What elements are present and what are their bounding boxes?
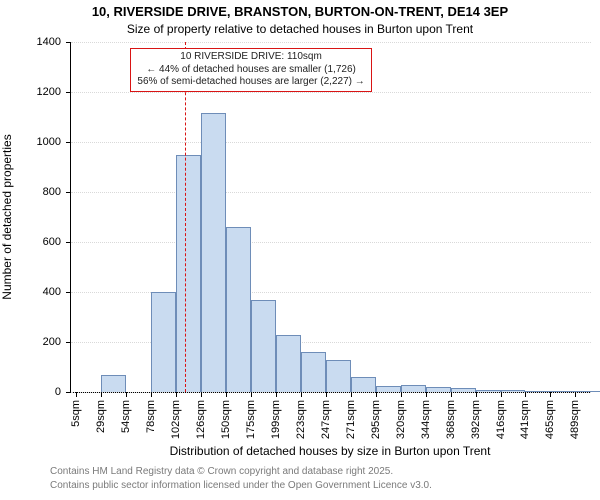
xtick-label: 199sqm bbox=[270, 400, 282, 439]
xtick-mark bbox=[126, 392, 127, 397]
gridline-h bbox=[71, 142, 591, 143]
histogram-bar bbox=[525, 391, 550, 392]
gridline-h bbox=[71, 342, 591, 343]
histogram-bar bbox=[451, 388, 476, 392]
annotation-line-3: 56% of semi-detached houses are larger (… bbox=[137, 76, 364, 89]
chart-subtitle: Size of property relative to detached ho… bbox=[0, 22, 600, 36]
xtick-mark bbox=[476, 392, 477, 397]
xtick-label: 416sqm bbox=[495, 400, 507, 439]
ytick-label: 600 bbox=[43, 236, 71, 248]
annotation-line-2: ← 44% of detached houses are smaller (1,… bbox=[137, 64, 364, 77]
histogram-bar bbox=[151, 292, 176, 392]
histogram-bar bbox=[376, 386, 401, 392]
chart-title: 10, RIVERSIDE DRIVE, BRANSTON, BURTON-ON… bbox=[0, 4, 600, 19]
histogram-bar bbox=[176, 155, 201, 393]
ytick-label: 800 bbox=[43, 186, 71, 198]
histogram-bar bbox=[301, 352, 326, 392]
gridline-h bbox=[71, 192, 591, 193]
xtick-label: 78sqm bbox=[145, 400, 157, 433]
histogram-bar bbox=[550, 391, 575, 392]
xtick-mark bbox=[76, 392, 77, 397]
ytick-label: 200 bbox=[43, 336, 71, 348]
xtick-mark bbox=[575, 392, 576, 397]
xtick-mark bbox=[525, 392, 526, 397]
histogram-bar bbox=[226, 227, 251, 392]
histogram-bar bbox=[276, 335, 301, 393]
histogram-bar bbox=[575, 391, 600, 392]
y-axis-label: Number of detached properties bbox=[0, 134, 14, 299]
footer-line-1: Contains HM Land Registry data © Crown c… bbox=[50, 466, 393, 477]
footer-line-2: Contains public sector information licen… bbox=[50, 480, 432, 491]
xtick-label: 102sqm bbox=[170, 400, 182, 439]
xtick-label: 175sqm bbox=[245, 400, 257, 439]
xtick-mark bbox=[351, 392, 352, 397]
xtick-mark bbox=[101, 392, 102, 397]
xtick-label: 295sqm bbox=[370, 400, 382, 439]
histogram-bar bbox=[201, 113, 226, 392]
histogram-bar bbox=[351, 377, 376, 392]
xtick-label: 223sqm bbox=[295, 400, 307, 439]
gridline-h bbox=[71, 92, 591, 93]
xtick-mark bbox=[251, 392, 252, 397]
xtick-mark bbox=[276, 392, 277, 397]
xtick-mark bbox=[501, 392, 502, 397]
xtick-mark bbox=[301, 392, 302, 397]
xtick-mark bbox=[226, 392, 227, 397]
gridline-h bbox=[71, 242, 591, 243]
xtick-mark bbox=[201, 392, 202, 397]
annotation-box: 10 RIVERSIDE DRIVE: 110sqm← 44% of detac… bbox=[130, 48, 371, 92]
ytick-label: 1000 bbox=[37, 136, 71, 148]
xtick-label: 126sqm bbox=[195, 400, 207, 439]
xtick-mark bbox=[550, 392, 551, 397]
histogram-bar bbox=[251, 300, 276, 393]
gridline-h bbox=[71, 292, 591, 293]
xtick-mark bbox=[176, 392, 177, 397]
xtick-label: 392sqm bbox=[470, 400, 482, 439]
xtick-label: 465sqm bbox=[544, 400, 556, 439]
histogram-bar bbox=[426, 387, 451, 392]
x-axis-label: Distribution of detached houses by size … bbox=[70, 444, 590, 458]
gridline-h bbox=[71, 42, 591, 43]
ytick-label: 0 bbox=[55, 386, 71, 398]
histogram-bar bbox=[476, 390, 501, 393]
xtick-label: 5sqm bbox=[70, 400, 82, 427]
histogram-bar bbox=[401, 385, 426, 393]
xtick-label: 271sqm bbox=[345, 400, 357, 439]
xtick-mark bbox=[326, 392, 327, 397]
xtick-mark bbox=[151, 392, 152, 397]
xtick-label: 247sqm bbox=[320, 400, 332, 439]
plot-area: 02004006008001000120014005sqm29sqm54sqm7… bbox=[70, 42, 591, 393]
histogram-bar bbox=[326, 360, 351, 393]
xtick-mark bbox=[426, 392, 427, 397]
annotation-line-1: 10 RIVERSIDE DRIVE: 110sqm bbox=[137, 51, 364, 64]
ytick-label: 1200 bbox=[37, 86, 71, 98]
xtick-label: 150sqm bbox=[220, 400, 232, 439]
xtick-label: 489sqm bbox=[569, 400, 581, 439]
reference-line bbox=[185, 42, 186, 392]
xtick-label: 54sqm bbox=[120, 400, 132, 433]
xtick-mark bbox=[451, 392, 452, 397]
ytick-label: 1400 bbox=[37, 36, 71, 48]
chart-container: 10, RIVERSIDE DRIVE, BRANSTON, BURTON-ON… bbox=[0, 0, 600, 500]
xtick-label: 441sqm bbox=[519, 400, 531, 439]
gridline-h bbox=[71, 392, 591, 393]
xtick-label: 320sqm bbox=[395, 400, 407, 439]
ytick-label: 400 bbox=[43, 286, 71, 298]
xtick-mark bbox=[401, 392, 402, 397]
histogram-bar bbox=[101, 375, 126, 393]
xtick-label: 368sqm bbox=[445, 400, 457, 439]
xtick-mark bbox=[376, 392, 377, 397]
xtick-label: 344sqm bbox=[420, 400, 432, 439]
histogram-bar bbox=[501, 390, 526, 392]
xtick-label: 29sqm bbox=[95, 400, 107, 433]
